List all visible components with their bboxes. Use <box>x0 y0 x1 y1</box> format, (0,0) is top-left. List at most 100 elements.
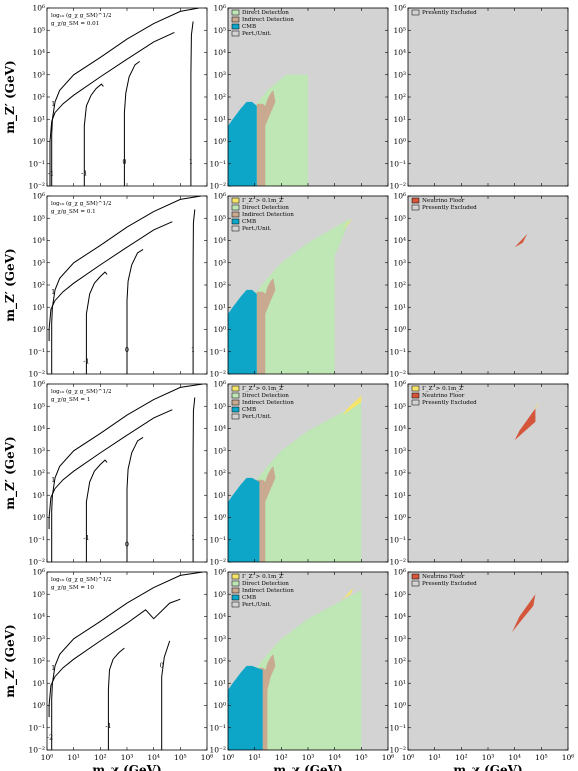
legend-entry: Direct Detection <box>242 10 289 16</box>
legend-swatch <box>231 392 240 399</box>
y-tick-label: 10⁰ <box>393 513 406 522</box>
y-tick-label: 10⁶ <box>393 192 406 201</box>
region-neutrino-floor <box>514 233 528 248</box>
y-tick-label: 10⁻² <box>389 558 406 567</box>
y-tick-label: 10⁻² <box>28 370 45 379</box>
y-tick-label: 10⁴ <box>32 236 45 245</box>
y-tick-label: 10³ <box>393 258 406 267</box>
contour-line <box>51 196 202 374</box>
y-tick-label: 10⁶ <box>393 568 406 577</box>
y-tick-label: 10⁶ <box>213 380 226 389</box>
ticks: 10⁻² 10⁻¹ 10⁰ 10¹ 10² 10³ 10⁴ 10⁵ 10⁶ <box>389 4 569 191</box>
y-tick-label: 10¹ <box>32 303 45 312</box>
x-axis-label: m_χ (GeV) <box>273 763 342 771</box>
region-cmb <box>228 101 257 186</box>
contour-line <box>51 8 200 186</box>
y-tick-label: 10⁰ <box>32 701 45 710</box>
region-pert-unit- <box>228 8 388 75</box>
y-tick-label: 10⁰ <box>393 701 406 710</box>
y-tick-label: 10⁻¹ <box>28 723 45 732</box>
y-tick-label: 10⁻² <box>209 558 226 567</box>
y-axis-label: m_Z′ (GeV) <box>3 624 18 697</box>
ticks: 10⁻² 10⁻¹ 10⁰ 10¹ 10² 10³ 10⁴ 10⁵ 10⁶ <box>209 192 389 379</box>
legend-entry: Presently Excluded <box>422 205 477 211</box>
contour-label: -1 <box>48 169 54 177</box>
y-tick-label: 10⁵ <box>32 590 45 599</box>
legend-entry: CMB <box>242 219 256 225</box>
legend-swatch <box>231 30 240 37</box>
contour-line <box>51 384 203 562</box>
legend-swatch <box>231 385 240 392</box>
y-tick-label: 10⁻¹ <box>209 347 226 356</box>
y-tick-label: 10⁶ <box>32 4 45 13</box>
excluded-background <box>408 196 568 374</box>
ratio-label: g_χ/g_SM = 0.01 <box>51 21 99 27</box>
y-tick-label: 10⁵ <box>32 26 45 35</box>
y-axis-label: m_Z′ (GeV) <box>3 436 18 509</box>
y-tick-label: 10⁻¹ <box>28 347 45 356</box>
y-tick-label: 10⁶ <box>393 4 406 13</box>
contour-line <box>161 640 171 750</box>
y-tick-label: 10⁰ <box>32 325 45 334</box>
excluded-background <box>408 384 568 562</box>
region-cmb <box>228 665 263 750</box>
legend-entry: Γ_Z′ > 0.1m_Z′ <box>242 386 285 392</box>
y-tick-label: 10⁴ <box>213 48 226 57</box>
contour-label: 1 <box>51 288 55 296</box>
y-tick-label: 10⁶ <box>213 4 226 13</box>
y-tick-label: 10¹ <box>393 491 406 500</box>
y-tick-label: 10⁵ <box>213 402 226 411</box>
y-tick-label: 10¹ <box>213 303 226 312</box>
legend-entry: Indirect Detection <box>242 212 294 218</box>
y-tick-label: 10² <box>213 93 226 102</box>
region-neutrino-floor <box>512 594 536 633</box>
ratio-label: g_χ/g_SM = 0.1 <box>51 209 96 215</box>
legend-swatch <box>231 406 240 413</box>
y-tick-label: 10⁻² <box>389 746 406 755</box>
y-tick-label: 10¹ <box>213 679 226 688</box>
y-tick-label: 10² <box>393 93 406 102</box>
y-tick-label: 10¹ <box>393 303 406 312</box>
legend-entry: Direct Detection <box>242 393 289 399</box>
x-tick-label: 10⁵ <box>535 753 548 762</box>
contour-line <box>49 31 175 186</box>
contour-label: -1 <box>105 722 111 730</box>
legend-swatch <box>231 601 240 608</box>
y-tick-label: 10³ <box>393 70 406 79</box>
legend-entry: CMB <box>242 24 256 30</box>
ticks: 10⁰ 10¹ 10² 10³ 10⁴ 10⁵ 10⁶10⁻²10⁻¹10⁰10¹10²10… <box>209 568 394 763</box>
panel-r1-c1: 1 -1 -1 0 1 log₁₀ (g_χ g_SM)^1/2 g_χ/g_SM = 0.… <box>3 4 208 191</box>
y-tick-label: 10⁰ <box>213 513 226 522</box>
region-direct-detection <box>244 402 362 562</box>
ticks: 10⁰ 10¹ 10² 10³ 10⁴ 10⁵ 10⁶10⁻²10⁻¹10⁰10¹10²10… <box>28 568 213 763</box>
contour-label: -1 <box>83 534 89 542</box>
y-tick-label: 10⁵ <box>32 402 45 411</box>
y-tick-label: 10² <box>393 281 406 290</box>
legend-entry: Pert./Unit. <box>242 414 272 420</box>
y-tick-label: 10⁴ <box>213 612 226 621</box>
contour-line <box>123 60 140 186</box>
y-tick-label: 10⁵ <box>213 26 226 35</box>
legend-swatch <box>231 23 240 30</box>
y-tick-label: 10³ <box>213 258 226 267</box>
legend-swatch <box>231 211 240 218</box>
y-tick-label: 10⁴ <box>213 424 226 433</box>
y-tick-label: 10² <box>32 657 45 666</box>
region--z-0-1m-z- <box>339 587 354 601</box>
contour-line <box>126 248 144 374</box>
y-tick-label: 10⁻² <box>28 558 45 567</box>
legend-entry: CMB <box>242 407 256 413</box>
contour-line <box>126 436 144 562</box>
y-tick-label: 10² <box>393 469 406 478</box>
contour-line <box>190 21 194 186</box>
contour-label: 0 <box>125 346 129 354</box>
legend-swatch <box>411 392 420 399</box>
x-tick-label: 10¹ <box>428 753 441 762</box>
y-tick-label: 10² <box>393 657 406 666</box>
contour-line <box>51 572 203 750</box>
legend-swatch <box>231 225 240 232</box>
contour-line <box>48 409 173 530</box>
x-tick-label: 10² <box>275 753 288 762</box>
